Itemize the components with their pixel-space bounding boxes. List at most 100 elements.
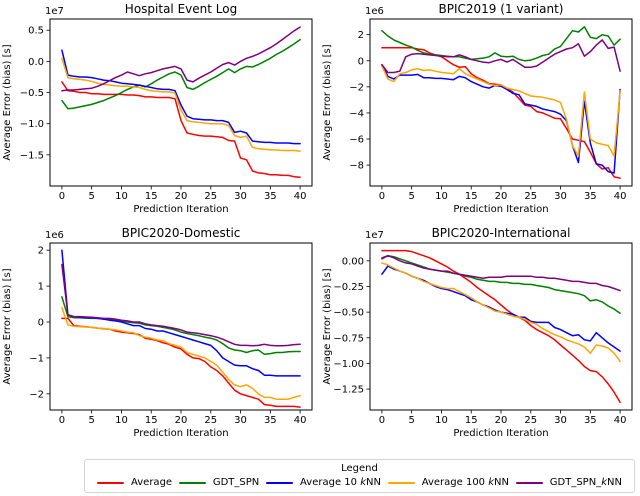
- y-axis-label: Average Error (bias) [s]: [322, 268, 333, 384]
- legend-entry: Average 100 kNN: [387, 477, 509, 488]
- x-tick-label: 30: [554, 191, 567, 202]
- x-tick-label: 30: [234, 415, 247, 426]
- x-tick-label: 15: [145, 415, 158, 426]
- x-tick-label: 40: [614, 191, 627, 202]
- x-tick-label: 25: [204, 415, 217, 426]
- series-line-gdt_spn: [61, 296, 301, 356]
- y-tick-label: 0.5: [28, 26, 44, 37]
- legend-entry: Average: [97, 477, 172, 488]
- x-tick-label: 35: [584, 415, 597, 426]
- subplot-bpic2020-international: 0 5 10 15 20 25 30 35 40 0.00 −0.25 −0.50 −0.75 −1.00…: [320, 224, 640, 448]
- x-tick-label: 0: [59, 415, 65, 426]
- chart-title: BPIC2020-International: [432, 226, 571, 240]
- x-tick-label: 25: [524, 191, 537, 202]
- y-tick-label: −6: [349, 135, 364, 146]
- x-tick-label: 0: [379, 191, 385, 202]
- legend-entry-label: Average: [131, 477, 173, 488]
- x-tick-label: 0: [379, 415, 385, 426]
- x-tick-label: 10: [435, 415, 448, 426]
- series-line-gdt_spn: [61, 38, 301, 110]
- legend-entry-label: GDT_SPN_kNN: [549, 477, 622, 488]
- subplot-grid: 0 5 10 15 20 25 30 35 40 0.5 0.0 −0.5 −1.0 −1.5 Hospit…: [0, 0, 640, 448]
- series-line-gdt_spn: [381, 254, 621, 314]
- axis-offset-label: 1e7: [365, 230, 384, 241]
- legend-entries: Average GDT_SPN Average 10 kNN Average 100 …: [85, 477, 634, 488]
- legend-line-swatch: [97, 481, 124, 484]
- x-tick-label: 20: [175, 191, 188, 202]
- series-line-gdt_spn_knn: [61, 26, 301, 92]
- axis-offset-label: 1e6: [45, 230, 64, 241]
- legend-entry-label: Average 10 kNN: [300, 477, 381, 488]
- x-axis-label: Prediction Iteration: [133, 204, 228, 215]
- x-tick-label: 40: [294, 191, 307, 202]
- x-tick-label: 40: [614, 415, 627, 426]
- x-axis-label: Prediction Iteration: [133, 428, 228, 439]
- series-line-average: [61, 81, 301, 179]
- legend: Legend Average GDT_SPN Average 10 kNN Avera…: [84, 459, 635, 493]
- x-tick-label: 20: [175, 415, 188, 426]
- series-line-average-100-knn: [381, 65, 621, 157]
- x-tick-label: 5: [88, 415, 94, 426]
- series-line-average: [381, 46, 621, 179]
- y-tick-label: 0.00: [342, 256, 364, 267]
- chart-bpic2020-domestic: 0 5 10 15 20 25 30 35 40210−1−2BPIC2020-Domestic…: [2, 226, 313, 439]
- legend-title: Legend: [341, 463, 378, 474]
- plot-frame: [49, 18, 313, 187]
- x-tick-label: 5: [88, 191, 94, 202]
- y-tick-label: 2: [38, 246, 44, 257]
- series-line-gdt_spn_knn: [381, 39, 621, 74]
- y-tick-label: 0: [358, 56, 364, 67]
- x-tick-label: 5: [408, 415, 414, 426]
- x-tick-label: 5: [408, 191, 414, 202]
- series-line-gdt_spn_knn: [381, 254, 621, 292]
- y-tick-label: −0.50: [333, 308, 364, 319]
- x-tick-label: 0: [59, 191, 65, 202]
- series-line-average-10-knn: [381, 63, 621, 174]
- series-line-average-100-knn: [61, 306, 301, 400]
- x-tick-label: 20: [495, 191, 508, 202]
- y-tick-label: 0.0: [28, 57, 44, 68]
- y-tick-label: −8: [349, 161, 364, 172]
- subplot-bpic2020-domestic: 0 5 10 15 20 25 30 35 40 2 1 0 −1 −2 BPIC2020-Domestic…: [0, 224, 320, 448]
- axis-offset-label: 1e6: [365, 6, 384, 17]
- x-tick-label: 35: [264, 191, 277, 202]
- plot-frame: [369, 18, 633, 187]
- y-tick-label: −0.5: [20, 88, 44, 99]
- legend-entry-label: GDT_SPN: [212, 477, 260, 488]
- x-tick-label: 15: [145, 191, 158, 202]
- legend-entry: GDT_SPN: [178, 477, 260, 488]
- series-line-average: [381, 249, 621, 404]
- legend-line-swatch: [178, 481, 206, 484]
- axis-offset-label: 1e7: [45, 6, 64, 17]
- y-tick-label: 2: [358, 30, 364, 41]
- y-tick-label: 1: [38, 282, 44, 293]
- x-tick-label: 20: [495, 415, 508, 426]
- y-tick-label: −0.75: [333, 333, 364, 344]
- plot-frame: [369, 242, 633, 411]
- plot-frame: [49, 242, 313, 411]
- series-line-gdt_spn_knn: [61, 263, 301, 347]
- series-line-average-10-knn: [61, 249, 301, 377]
- legend-entry: GDT_SPN_kNN: [515, 477, 622, 488]
- y-tick-label: −0.25: [333, 282, 364, 293]
- x-axis-label: Prediction Iteration: [453, 204, 548, 215]
- x-tick-label: 25: [204, 191, 217, 202]
- x-tick-label: 10: [115, 191, 128, 202]
- y-tick-label: −2: [29, 389, 44, 400]
- x-tick-label: 15: [465, 191, 478, 202]
- x-tick-label: 30: [554, 415, 567, 426]
- y-tick-label: −1.0: [20, 119, 44, 130]
- legend-line-swatch: [387, 481, 415, 484]
- y-axis-label: Average Error (bias) [s]: [2, 268, 13, 384]
- series-line-average-10-knn: [61, 49, 301, 145]
- legend-line-swatch: [266, 481, 294, 484]
- chart-bpic2020-international: 0 5 10 15 20 25 30 35 40 0.00 −0.25 −0.50 −0.75 −1.00…: [322, 226, 633, 439]
- legend-line-swatch: [515, 481, 543, 484]
- y-tick-label: 0: [38, 318, 44, 329]
- y-axis-label: Average Error (bias) [s]: [2, 44, 13, 160]
- x-tick-label: 35: [584, 191, 597, 202]
- subplot-bpic2019-1-variant: 0 5 10 15 20 25 30 35 40 2 0 −2 −4 −6 −8 BPIC2019 (1 va…: [320, 0, 640, 224]
- x-tick-label: 40: [294, 415, 307, 426]
